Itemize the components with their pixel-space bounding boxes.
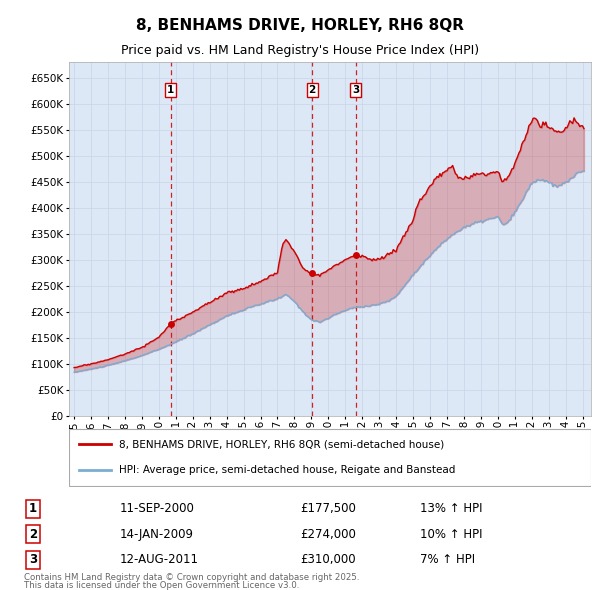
Text: 11-SEP-2000: 11-SEP-2000 (120, 502, 195, 515)
Text: 3: 3 (352, 85, 359, 95)
Text: 12-AUG-2011: 12-AUG-2011 (120, 553, 199, 566)
Text: 1: 1 (167, 85, 175, 95)
Text: 14-JAN-2009: 14-JAN-2009 (120, 527, 194, 540)
Text: Contains HM Land Registry data © Crown copyright and database right 2025.: Contains HM Land Registry data © Crown c… (24, 573, 359, 582)
Text: Price paid vs. HM Land Registry's House Price Index (HPI): Price paid vs. HM Land Registry's House … (121, 44, 479, 57)
Text: £310,000: £310,000 (300, 553, 356, 566)
FancyBboxPatch shape (69, 429, 591, 486)
Text: 8, BENHAMS DRIVE, HORLEY, RH6 8QR (semi-detached house): 8, BENHAMS DRIVE, HORLEY, RH6 8QR (semi-… (119, 440, 444, 449)
Point (107, 441, 115, 448)
Point (76, 441, 83, 448)
Text: 8, BENHAMS DRIVE, HORLEY, RH6 8QR: 8, BENHAMS DRIVE, HORLEY, RH6 8QR (136, 18, 464, 32)
Text: 7% ↑ HPI: 7% ↑ HPI (420, 553, 475, 566)
Text: 10% ↑ HPI: 10% ↑ HPI (420, 527, 482, 540)
Text: 2: 2 (308, 85, 316, 95)
Text: 13% ↑ HPI: 13% ↑ HPI (420, 502, 482, 515)
Point (76, 467, 83, 474)
Text: 2: 2 (29, 527, 37, 540)
Point (107, 467, 115, 474)
Text: HPI: Average price, semi-detached house, Reigate and Banstead: HPI: Average price, semi-detached house,… (119, 466, 455, 475)
Text: This data is licensed under the Open Government Licence v3.0.: This data is licensed under the Open Gov… (24, 581, 299, 589)
Text: £177,500: £177,500 (300, 502, 356, 515)
Text: £274,000: £274,000 (300, 527, 356, 540)
Text: 3: 3 (29, 553, 37, 566)
Text: 1: 1 (29, 502, 37, 515)
